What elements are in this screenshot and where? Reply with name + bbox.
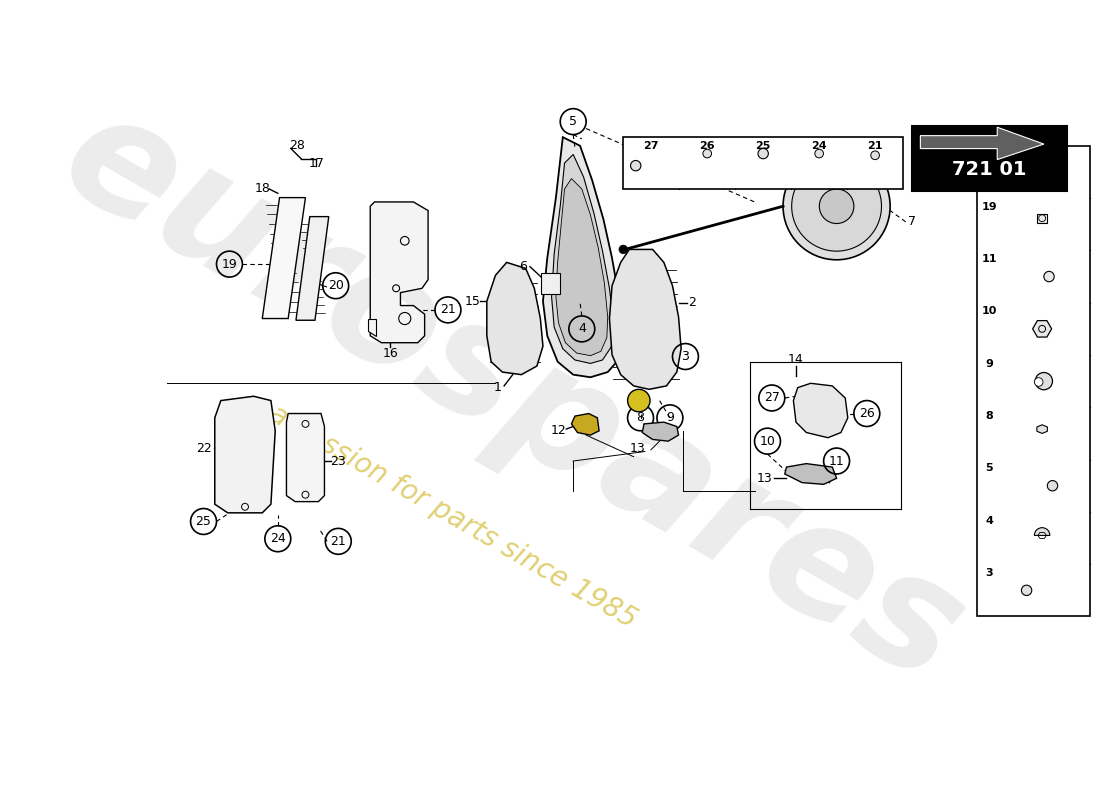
Polygon shape: [572, 414, 600, 435]
Text: 11: 11: [828, 454, 845, 467]
Polygon shape: [214, 396, 275, 513]
Circle shape: [871, 151, 879, 160]
Polygon shape: [262, 198, 306, 318]
Text: 27: 27: [644, 141, 659, 150]
Polygon shape: [371, 202, 428, 342]
Text: 9: 9: [986, 358, 993, 369]
Circle shape: [1044, 271, 1054, 282]
Polygon shape: [784, 464, 837, 484]
Polygon shape: [609, 250, 681, 390]
Text: 10: 10: [982, 306, 997, 316]
Text: 7: 7: [908, 215, 915, 228]
Text: 15: 15: [464, 294, 480, 308]
Text: 24: 24: [812, 141, 827, 150]
Text: 20: 20: [982, 150, 997, 159]
Text: 10: 10: [760, 434, 775, 448]
Text: 25: 25: [196, 515, 211, 528]
Text: 24: 24: [270, 532, 286, 546]
Text: 2: 2: [689, 297, 696, 310]
Polygon shape: [556, 178, 607, 356]
Polygon shape: [286, 414, 324, 502]
Polygon shape: [921, 127, 1044, 160]
Text: 6: 6: [519, 260, 527, 274]
Circle shape: [1047, 481, 1058, 491]
Text: 4: 4: [986, 515, 993, 526]
Circle shape: [1033, 162, 1052, 182]
Polygon shape: [487, 262, 543, 374]
Text: 4: 4: [578, 322, 586, 335]
Text: 27: 27: [763, 391, 780, 405]
Text: 21: 21: [868, 141, 883, 150]
Text: 11: 11: [981, 254, 998, 264]
Text: 19: 19: [981, 202, 998, 212]
Text: 13: 13: [757, 472, 773, 485]
Text: 25: 25: [756, 141, 771, 150]
Polygon shape: [1033, 321, 1052, 337]
Text: 20: 20: [328, 279, 343, 292]
Text: 21: 21: [330, 535, 346, 548]
Circle shape: [1034, 378, 1043, 386]
Circle shape: [792, 162, 881, 251]
Polygon shape: [367, 318, 376, 336]
Text: 1: 1: [494, 381, 502, 394]
Circle shape: [783, 153, 890, 260]
Text: 19: 19: [221, 258, 238, 270]
Text: 12: 12: [551, 424, 566, 438]
Wedge shape: [1034, 528, 1049, 535]
Text: eurospares: eurospares: [36, 77, 989, 716]
Polygon shape: [551, 154, 614, 363]
Polygon shape: [296, 217, 329, 320]
Polygon shape: [642, 422, 679, 441]
Text: 3: 3: [986, 568, 993, 578]
Polygon shape: [1037, 425, 1047, 434]
Text: 22: 22: [196, 442, 211, 454]
Polygon shape: [828, 139, 846, 152]
Circle shape: [703, 150, 712, 158]
Bar: [912, 126, 1067, 190]
Text: 28: 28: [289, 139, 305, 152]
Text: 18: 18: [254, 182, 271, 195]
Text: 23: 23: [330, 454, 346, 467]
Circle shape: [815, 150, 824, 158]
Bar: [624, 137, 903, 189]
Text: 9: 9: [666, 411, 674, 424]
Text: 26: 26: [700, 141, 715, 150]
Bar: [1037, 214, 1047, 222]
Text: 21: 21: [440, 303, 455, 316]
Text: 8: 8: [986, 411, 993, 421]
Circle shape: [1035, 373, 1053, 390]
Circle shape: [758, 148, 769, 158]
Text: 8: 8: [637, 411, 645, 424]
Text: 721 01: 721 01: [953, 161, 1026, 179]
Bar: [541, 273, 560, 294]
Text: a passion for parts since 1985: a passion for parts since 1985: [264, 400, 641, 634]
Text: 16: 16: [382, 346, 398, 359]
Polygon shape: [793, 383, 848, 438]
Text: 14: 14: [788, 354, 804, 366]
Text: 5: 5: [986, 463, 993, 474]
Circle shape: [628, 390, 650, 412]
Text: 5: 5: [569, 115, 578, 128]
Text: 13: 13: [630, 442, 646, 454]
Polygon shape: [543, 137, 624, 378]
Circle shape: [630, 161, 641, 171]
Text: 3: 3: [682, 350, 690, 363]
Text: 26: 26: [859, 407, 874, 420]
Circle shape: [820, 189, 854, 223]
Text: 17: 17: [309, 157, 324, 170]
Circle shape: [619, 245, 628, 254]
Circle shape: [1022, 585, 1032, 595]
Bar: [978, 146, 1090, 617]
